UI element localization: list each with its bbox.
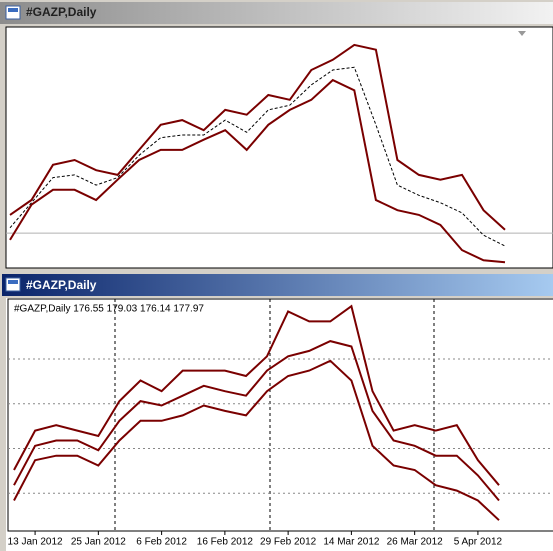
x-tick-label: 5 Apr 2012 xyxy=(454,537,503,548)
x-tick-label: 29 Feb 2012 xyxy=(260,537,317,548)
x-tick-label: 26 Mar 2012 xyxy=(387,537,444,548)
window-icon xyxy=(8,8,18,12)
line-series xyxy=(9,43,506,231)
window-icon xyxy=(5,277,21,292)
title-bar[interactable] xyxy=(0,2,553,24)
plot-area xyxy=(7,298,553,532)
line-series xyxy=(13,359,500,521)
title-bar[interactable] xyxy=(2,274,553,296)
window-title: #GAZP,Daily xyxy=(26,5,97,19)
info-line: #GAZP,Daily 176.55 179.03 176.14 177.97 xyxy=(14,304,204,315)
line-series xyxy=(9,78,506,264)
x-tick-label: 16 Feb 2012 xyxy=(197,537,254,548)
x-tick-label: 13 Jan 2012 xyxy=(8,537,63,548)
period-separators xyxy=(114,299,435,531)
window-title: #GAZP,Daily xyxy=(26,278,97,292)
x-tick-label: 6 Feb 2012 xyxy=(136,537,187,548)
line-series xyxy=(13,340,500,502)
line-series xyxy=(9,66,506,247)
window-icon xyxy=(8,280,18,284)
x-tick-label: 25 Jan 2012 xyxy=(71,537,126,548)
plot-area xyxy=(5,26,553,269)
x-tick-label: 14 Mar 2012 xyxy=(323,537,380,548)
window-icon xyxy=(5,5,21,20)
line-series xyxy=(13,304,500,486)
scroll-marker xyxy=(518,31,526,36)
